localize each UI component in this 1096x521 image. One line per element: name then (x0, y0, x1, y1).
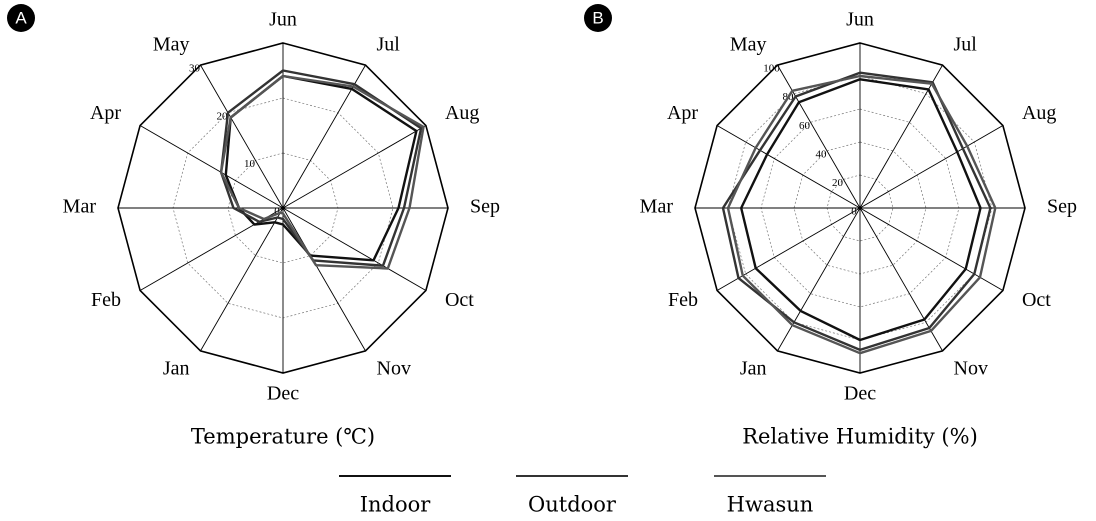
spoke (282, 207, 366, 352)
spoke (200, 207, 284, 352)
category-label: Aug (1022, 102, 1056, 124)
series-line (740, 78, 982, 342)
category-label: May (730, 34, 767, 56)
x-axis-label: Temperature (℃) (191, 425, 375, 449)
category-label: Mar (640, 196, 674, 218)
category-label: Dec (844, 383, 876, 405)
category-label: Jan (740, 358, 767, 380)
legend-label: Hwasun (727, 493, 814, 517)
spoke (200, 64, 284, 209)
panel-label: A (15, 8, 27, 27)
x-axis-label: Relative Humidity (%) (742, 425, 978, 449)
category-label: Apr (667, 102, 698, 124)
spoke (777, 207, 861, 352)
panel-label: B (592, 8, 603, 27)
spoke (716, 207, 861, 291)
series-line (726, 74, 997, 355)
r-tick-label: 40 (816, 148, 828, 160)
r-tick-label: 20 (832, 177, 844, 189)
category-label: Apr (90, 102, 121, 124)
series-line (721, 71, 992, 352)
category-label: Aug (445, 102, 479, 124)
spoke (282, 125, 427, 209)
category-label: Oct (445, 289, 474, 311)
category-label: Dec (267, 383, 299, 405)
series-line (219, 74, 425, 270)
legend-label: Outdoor (528, 493, 617, 517)
r-tick-label: 100 (763, 63, 780, 75)
r-tick-label: 60 (799, 120, 811, 132)
spoke (777, 64, 861, 209)
category-label: Feb (668, 289, 698, 311)
r-tick-label: 10 (244, 158, 256, 170)
spoke (859, 207, 943, 352)
spoke (859, 125, 1004, 209)
panel-badge (584, 4, 612, 32)
r-tick-label: 20 (217, 110, 229, 122)
category-label: Sep (1047, 196, 1077, 218)
category-label: Sep (470, 196, 500, 218)
category-label: Jun (269, 9, 297, 31)
category-label: Jul (377, 34, 401, 56)
category-label: May (153, 34, 190, 56)
spoke (139, 125, 284, 209)
series-line (224, 74, 418, 262)
category-label: Jul (954, 34, 978, 56)
category-label: Mar (63, 196, 97, 218)
category-label: Oct (1022, 289, 1051, 311)
spoke (716, 125, 861, 209)
category-label: Nov (954, 358, 988, 380)
panel-badge (7, 4, 35, 32)
category-label: Jan (163, 358, 190, 380)
legend-label: Indoor (360, 493, 432, 517)
r-tick-label: 30 (189, 63, 201, 75)
category-label: Feb (91, 289, 121, 311)
category-label: Nov (377, 358, 411, 380)
spoke (282, 207, 427, 291)
category-label: Jun (846, 9, 874, 31)
